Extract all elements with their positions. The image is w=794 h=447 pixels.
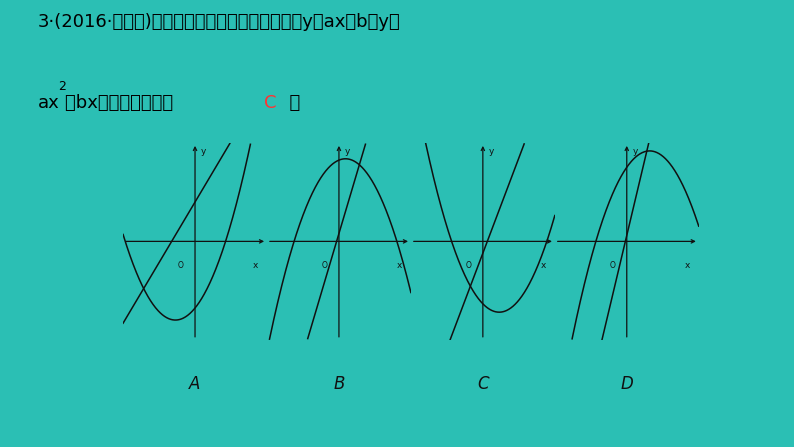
- Text: O: O: [178, 261, 183, 270]
- Text: O: O: [465, 261, 472, 270]
- Text: －bx的图像可能是（: －bx的图像可能是（: [65, 94, 185, 112]
- Text: y: y: [488, 147, 494, 156]
- Text: y: y: [201, 147, 206, 156]
- Text: 3·(2016·张家界)在同一平面直角坐标系中，函数y＝ax＋b与y＝: 3·(2016·张家界)在同一平面直角坐标系中，函数y＝ax＋b与y＝: [38, 13, 401, 31]
- Text: x: x: [252, 261, 258, 270]
- Text: x: x: [397, 261, 402, 270]
- Text: ax: ax: [38, 94, 60, 112]
- Text: y: y: [633, 147, 638, 156]
- Text: C: C: [477, 375, 488, 393]
- Text: C: C: [264, 94, 277, 112]
- Text: y: y: [345, 147, 350, 156]
- Text: D: D: [620, 375, 633, 393]
- Text: B: B: [333, 375, 345, 393]
- Text: O: O: [610, 261, 615, 270]
- Text: x: x: [541, 261, 546, 270]
- Text: O: O: [322, 261, 327, 270]
- Text: A: A: [189, 375, 201, 393]
- Text: 2: 2: [58, 80, 66, 93]
- Text: x: x: [684, 261, 690, 270]
- Text: ）: ）: [278, 94, 300, 112]
